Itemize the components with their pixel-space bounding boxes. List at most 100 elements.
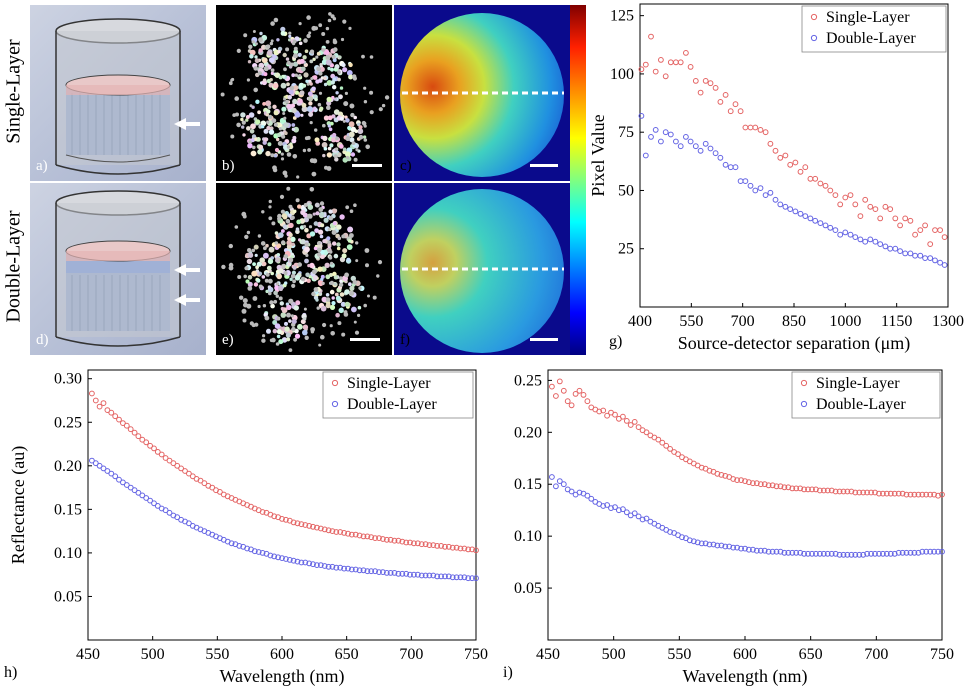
data-point (92, 460, 99, 467)
series-double-layer (89, 457, 479, 582)
data-point (290, 519, 297, 526)
data-point (395, 570, 402, 577)
legend-marker (810, 13, 818, 21)
data-point (655, 436, 662, 443)
data-point (932, 227, 938, 234)
data-point (368, 534, 375, 541)
legend-box (791, 371, 941, 419)
data-point (127, 426, 134, 433)
data-point (797, 549, 804, 556)
data-point (802, 213, 809, 220)
data-point (836, 551, 843, 558)
data-point (805, 550, 811, 557)
data-point (718, 542, 725, 549)
data-point (762, 129, 769, 136)
data-point (271, 553, 278, 560)
data-point (147, 442, 154, 449)
colorbar (570, 5, 586, 355)
x-tick-label: 750 (930, 646, 954, 663)
data-point (707, 80, 714, 87)
data-point (337, 529, 344, 535)
data-point (473, 547, 479, 554)
data-point (677, 59, 684, 66)
x-tick-label: 850 (782, 313, 806, 330)
data-point (442, 573, 448, 580)
data-point (931, 491, 938, 498)
data-point (411, 571, 417, 578)
data-point (317, 525, 324, 532)
y-tick-label: 0.10 (54, 545, 82, 562)
data-point (860, 551, 867, 558)
data-point (201, 480, 208, 487)
data-point (673, 59, 679, 66)
data-point (726, 543, 733, 550)
data-point (782, 152, 789, 159)
data-point (738, 477, 745, 483)
data-point (317, 562, 324, 569)
data-point (314, 562, 320, 569)
data-point (376, 535, 382, 542)
data-point (422, 541, 429, 548)
y-tick-label: 0.20 (54, 458, 82, 475)
panel-label-i: i) (503, 664, 513, 681)
data-point (710, 541, 717, 548)
data-point (746, 546, 752, 553)
data-point (135, 433, 142, 440)
data-point (329, 528, 336, 535)
panel-label-c: c) (400, 158, 412, 174)
data-point (580, 392, 587, 398)
data-point (836, 488, 843, 495)
y-tick-label: 25 (618, 241, 634, 258)
data-point (116, 476, 122, 483)
data-point (797, 485, 804, 492)
data-point (777, 548, 784, 555)
data-point (321, 526, 328, 533)
data-point (813, 486, 819, 493)
data-point (941, 234, 948, 241)
data-point (932, 257, 938, 264)
data-point (923, 491, 930, 498)
data-point (891, 490, 898, 497)
cylinder-double-illustration (55, 190, 200, 347)
legend: Single-Layer Double-Layer (791, 371, 941, 419)
data-point (259, 509, 266, 515)
data-point (100, 400, 107, 406)
data-point (922, 255, 929, 262)
data-point (667, 529, 674, 535)
series-single-layer (549, 378, 945, 499)
data-point (737, 108, 744, 115)
data-point (793, 549, 800, 556)
data-point (333, 529, 340, 535)
data-point (120, 479, 126, 486)
x-tick-label: 450 (536, 646, 560, 663)
data-point (718, 472, 725, 478)
data-point (310, 561, 316, 568)
data-point (730, 544, 737, 551)
data-point (568, 402, 575, 409)
data-point (892, 215, 899, 222)
data-point (430, 572, 437, 579)
data-point (560, 481, 567, 488)
data-point (773, 548, 780, 555)
data-point (89, 390, 95, 397)
x-tick-label: 1300 (932, 313, 964, 330)
data-point (842, 229, 849, 236)
data-point (228, 540, 235, 547)
data-point (792, 159, 799, 166)
data-point (430, 542, 437, 549)
data-point (314, 524, 320, 531)
data-point (352, 531, 359, 538)
data-point (911, 491, 918, 498)
data-point (186, 520, 192, 527)
panel-label-a: a) (36, 158, 48, 174)
data-point (104, 468, 111, 474)
data-point (919, 491, 926, 498)
data-point (860, 489, 867, 496)
data-point (465, 546, 472, 553)
data-point (217, 488, 223, 495)
data-point (383, 570, 390, 576)
data-point (857, 236, 864, 243)
legend-label: Double-Layer (826, 30, 916, 47)
data-point (380, 569, 386, 576)
data-point (108, 470, 115, 477)
